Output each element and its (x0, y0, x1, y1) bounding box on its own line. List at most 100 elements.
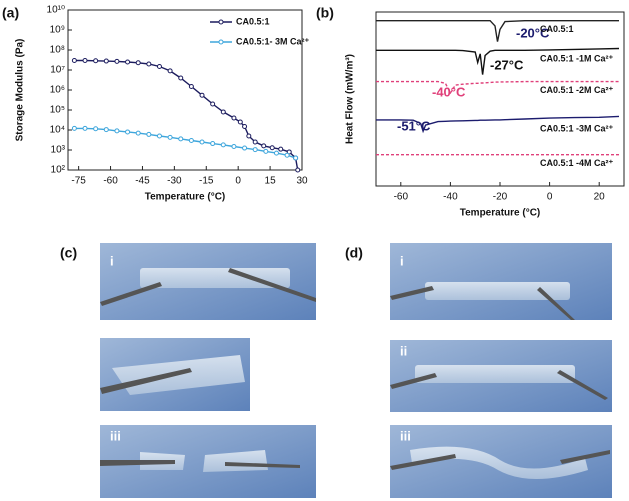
photo-label: iii (110, 428, 121, 443)
x-tick-label: -60 (394, 192, 409, 203)
series-label: CA0.5:1 -4M Ca²⁺ (540, 158, 614, 168)
data-point (293, 155, 299, 161)
data-point (167, 68, 173, 74)
tweezers (390, 373, 437, 389)
panel-label: (d) (345, 245, 363, 261)
data-point (220, 109, 226, 115)
tweezers (557, 370, 608, 400)
data-point (114, 128, 120, 134)
annotation: -20°C (516, 25, 550, 40)
photo-label: iii (400, 428, 411, 443)
data-point (252, 139, 258, 145)
series-label: CA0.5:1 -3M Ca²⁺ (540, 123, 614, 133)
gel-strip (415, 365, 575, 383)
series-line (376, 20, 619, 42)
x-axis-label: Temperature (°C) (145, 192, 226, 203)
data-point (269, 145, 275, 151)
photo-label: i (400, 253, 404, 268)
legend-label: CA0.5:1- 3M Ca²⁺ (236, 36, 310, 46)
data-point (71, 57, 77, 63)
y-tick-label: 10⁶ (50, 85, 65, 96)
series-line (74, 59, 299, 171)
data-point (71, 125, 77, 131)
x-tick-label: -60 (103, 176, 118, 187)
annotation: -27°C (490, 57, 524, 72)
data-point (135, 130, 141, 136)
photo-label: ii (400, 343, 407, 358)
data-point (103, 58, 109, 64)
data-point (93, 58, 99, 64)
annotation: -40°C (432, 84, 466, 99)
tweezers (100, 368, 192, 394)
series-line (74, 127, 296, 159)
series-label: CA0.5:1 (540, 24, 574, 34)
series-line (376, 47, 620, 75)
y-tick-label: 10⁵ (50, 105, 65, 116)
data-point (242, 145, 248, 151)
photo-panels (100, 243, 612, 498)
series-label: CA0.5:1 -2M Ca²⁺ (540, 85, 614, 95)
x-tick-label: -20 (493, 192, 508, 203)
data-point (188, 137, 194, 143)
gel-strip (140, 268, 290, 288)
tweezers (390, 454, 456, 470)
y-tick-label: 10² (51, 165, 66, 176)
data-point (278, 146, 284, 152)
x-tick-label: 20 (594, 192, 606, 203)
data-point (178, 136, 184, 142)
tweezers (100, 460, 175, 466)
data-point (220, 142, 226, 148)
x-tick-label: 15 (265, 176, 277, 187)
data-point (246, 133, 252, 139)
tweezers (228, 268, 316, 302)
y-tick-label: 10¹⁰ (47, 5, 65, 16)
data-point (188, 83, 194, 89)
data-point (146, 61, 152, 67)
data-point (82, 57, 88, 63)
data-point (103, 127, 109, 133)
data-point (242, 123, 248, 129)
legend-marker (218, 39, 224, 45)
data-point (231, 143, 237, 149)
data-point (252, 147, 258, 153)
data-point (93, 126, 99, 132)
x-tick-label: -45 (135, 176, 150, 187)
data-point (284, 152, 290, 158)
y-tick-label: 10⁴ (50, 125, 65, 136)
x-tick-label: -15 (199, 176, 214, 187)
data-point (146, 131, 152, 137)
data-point (199, 139, 205, 145)
series-label: CA0.5:1 -1M Ca²⁺ (540, 54, 614, 64)
data-point (231, 115, 237, 121)
x-tick-label: 30 (296, 176, 308, 187)
data-point (167, 134, 173, 140)
y-tick-label: 10³ (51, 145, 66, 156)
photo (390, 243, 612, 320)
series-line (376, 80, 619, 95)
series-line (376, 115, 620, 134)
data-point (261, 143, 267, 149)
data-point (178, 75, 184, 81)
panel-label: (b) (316, 5, 334, 21)
tweezers (225, 462, 300, 468)
y-tick-label: 10⁹ (50, 25, 65, 36)
data-point (295, 167, 301, 173)
x-tick-label: -30 (167, 176, 182, 187)
x-tick-label: 0 (547, 192, 553, 203)
y-tick-label: 10⁷ (50, 65, 65, 76)
data-point (210, 101, 216, 107)
tweezers (390, 286, 434, 300)
data-point (82, 125, 88, 131)
data-point (125, 129, 131, 135)
photo-label: ii (358, 343, 365, 358)
gel-strip (425, 282, 570, 300)
x-tick-label: -40 (443, 192, 458, 203)
panel-label: (c) (60, 245, 77, 261)
x-tick-label: -75 (71, 176, 86, 187)
y-axis-label: Storage Modulus (Pa) (15, 39, 26, 142)
data-point (114, 58, 120, 64)
data-point (273, 150, 279, 156)
tweezers (537, 287, 575, 320)
tweezers (100, 282, 162, 306)
